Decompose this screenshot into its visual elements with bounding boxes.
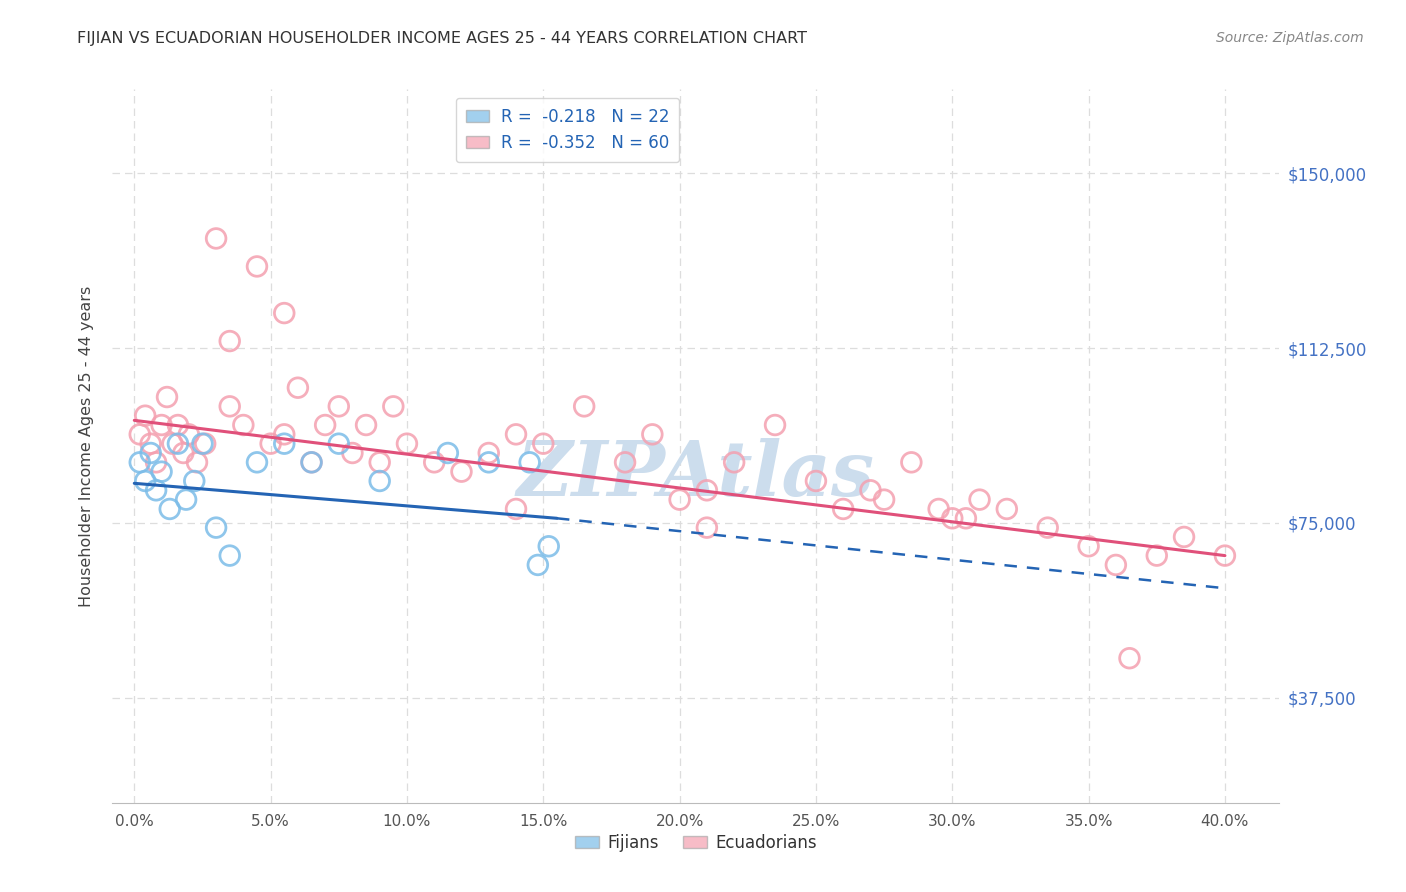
Point (287, 381, 309, 395)
Point (174, 492, 197, 507)
Point (246, 455, 269, 469)
Point (969, 492, 991, 507)
Point (191, 436, 214, 450)
Point (1036, 521, 1059, 535)
Point (832, 502, 855, 516)
Point (134, 409, 156, 423)
Point (354, 417, 377, 432)
Point (382, 400, 405, 414)
Point (232, 417, 254, 432)
Point (128, 455, 150, 469)
Point (162, 436, 184, 450)
Point (1146, 549, 1168, 563)
Point (273, 306, 295, 320)
Point (314, 417, 336, 432)
Point (205, 231, 228, 245)
Point (172, 446, 194, 460)
Point (150, 417, 173, 432)
Point (478, 455, 501, 469)
Point (614, 455, 637, 469)
Point (478, 446, 501, 460)
Point (273, 427, 295, 442)
Point (167, 417, 190, 432)
Point (995, 502, 1018, 516)
Point (450, 465, 472, 479)
Point (572, 400, 595, 414)
Point (342, 446, 364, 460)
Point (1173, 530, 1195, 544)
Point (763, 417, 786, 432)
Text: ZIPAtlas: ZIPAtlas (517, 438, 875, 511)
Point (150, 465, 173, 479)
Point (900, 455, 922, 469)
Point (218, 334, 240, 348)
Point (205, 521, 228, 535)
Point (527, 558, 550, 572)
Point (804, 474, 827, 488)
Point (301, 455, 323, 469)
Point (134, 474, 156, 488)
Point (194, 436, 217, 450)
Point (328, 436, 350, 450)
Point (145, 483, 167, 498)
Point (641, 427, 664, 442)
Point (928, 502, 950, 516)
Point (1105, 558, 1128, 572)
Point (955, 511, 977, 525)
Point (328, 400, 350, 414)
Point (537, 539, 560, 553)
Point (519, 455, 541, 469)
Point (167, 436, 190, 450)
Point (941, 511, 963, 525)
Point (859, 483, 882, 498)
Point (273, 436, 295, 450)
Point (183, 474, 205, 488)
Point (159, 502, 181, 516)
Point (437, 446, 460, 460)
Point (218, 400, 240, 414)
Point (723, 455, 745, 469)
Text: Source: ZipAtlas.com: Source: ZipAtlas.com (1216, 31, 1364, 45)
Point (368, 474, 391, 488)
Point (1077, 539, 1099, 553)
Point (368, 455, 391, 469)
Point (186, 455, 208, 469)
Point (696, 521, 718, 535)
Y-axis label: Householder Income Ages 25 - 44 years: Householder Income Ages 25 - 44 years (79, 285, 94, 607)
Point (218, 549, 240, 563)
Point (139, 436, 162, 450)
Point (139, 446, 162, 460)
Point (128, 427, 150, 442)
Point (531, 436, 554, 450)
Point (145, 455, 167, 469)
Point (177, 427, 200, 442)
Point (156, 390, 179, 404)
Point (668, 492, 690, 507)
Point (423, 455, 446, 469)
Point (259, 436, 281, 450)
Point (696, 483, 718, 498)
Point (1213, 549, 1236, 563)
Text: FIJIAN VS ECUADORIAN HOUSEHOLDER INCOME AGES 25 - 44 YEARS CORRELATION CHART: FIJIAN VS ECUADORIAN HOUSEHOLDER INCOME … (77, 31, 807, 46)
Point (246, 260, 269, 274)
Point (301, 455, 323, 469)
Point (873, 492, 896, 507)
Legend: Fijians, Ecuadorians: Fijians, Ecuadorians (568, 828, 824, 859)
Point (1118, 651, 1140, 665)
Point (395, 436, 418, 450)
Point (505, 427, 527, 442)
Point (505, 502, 527, 516)
